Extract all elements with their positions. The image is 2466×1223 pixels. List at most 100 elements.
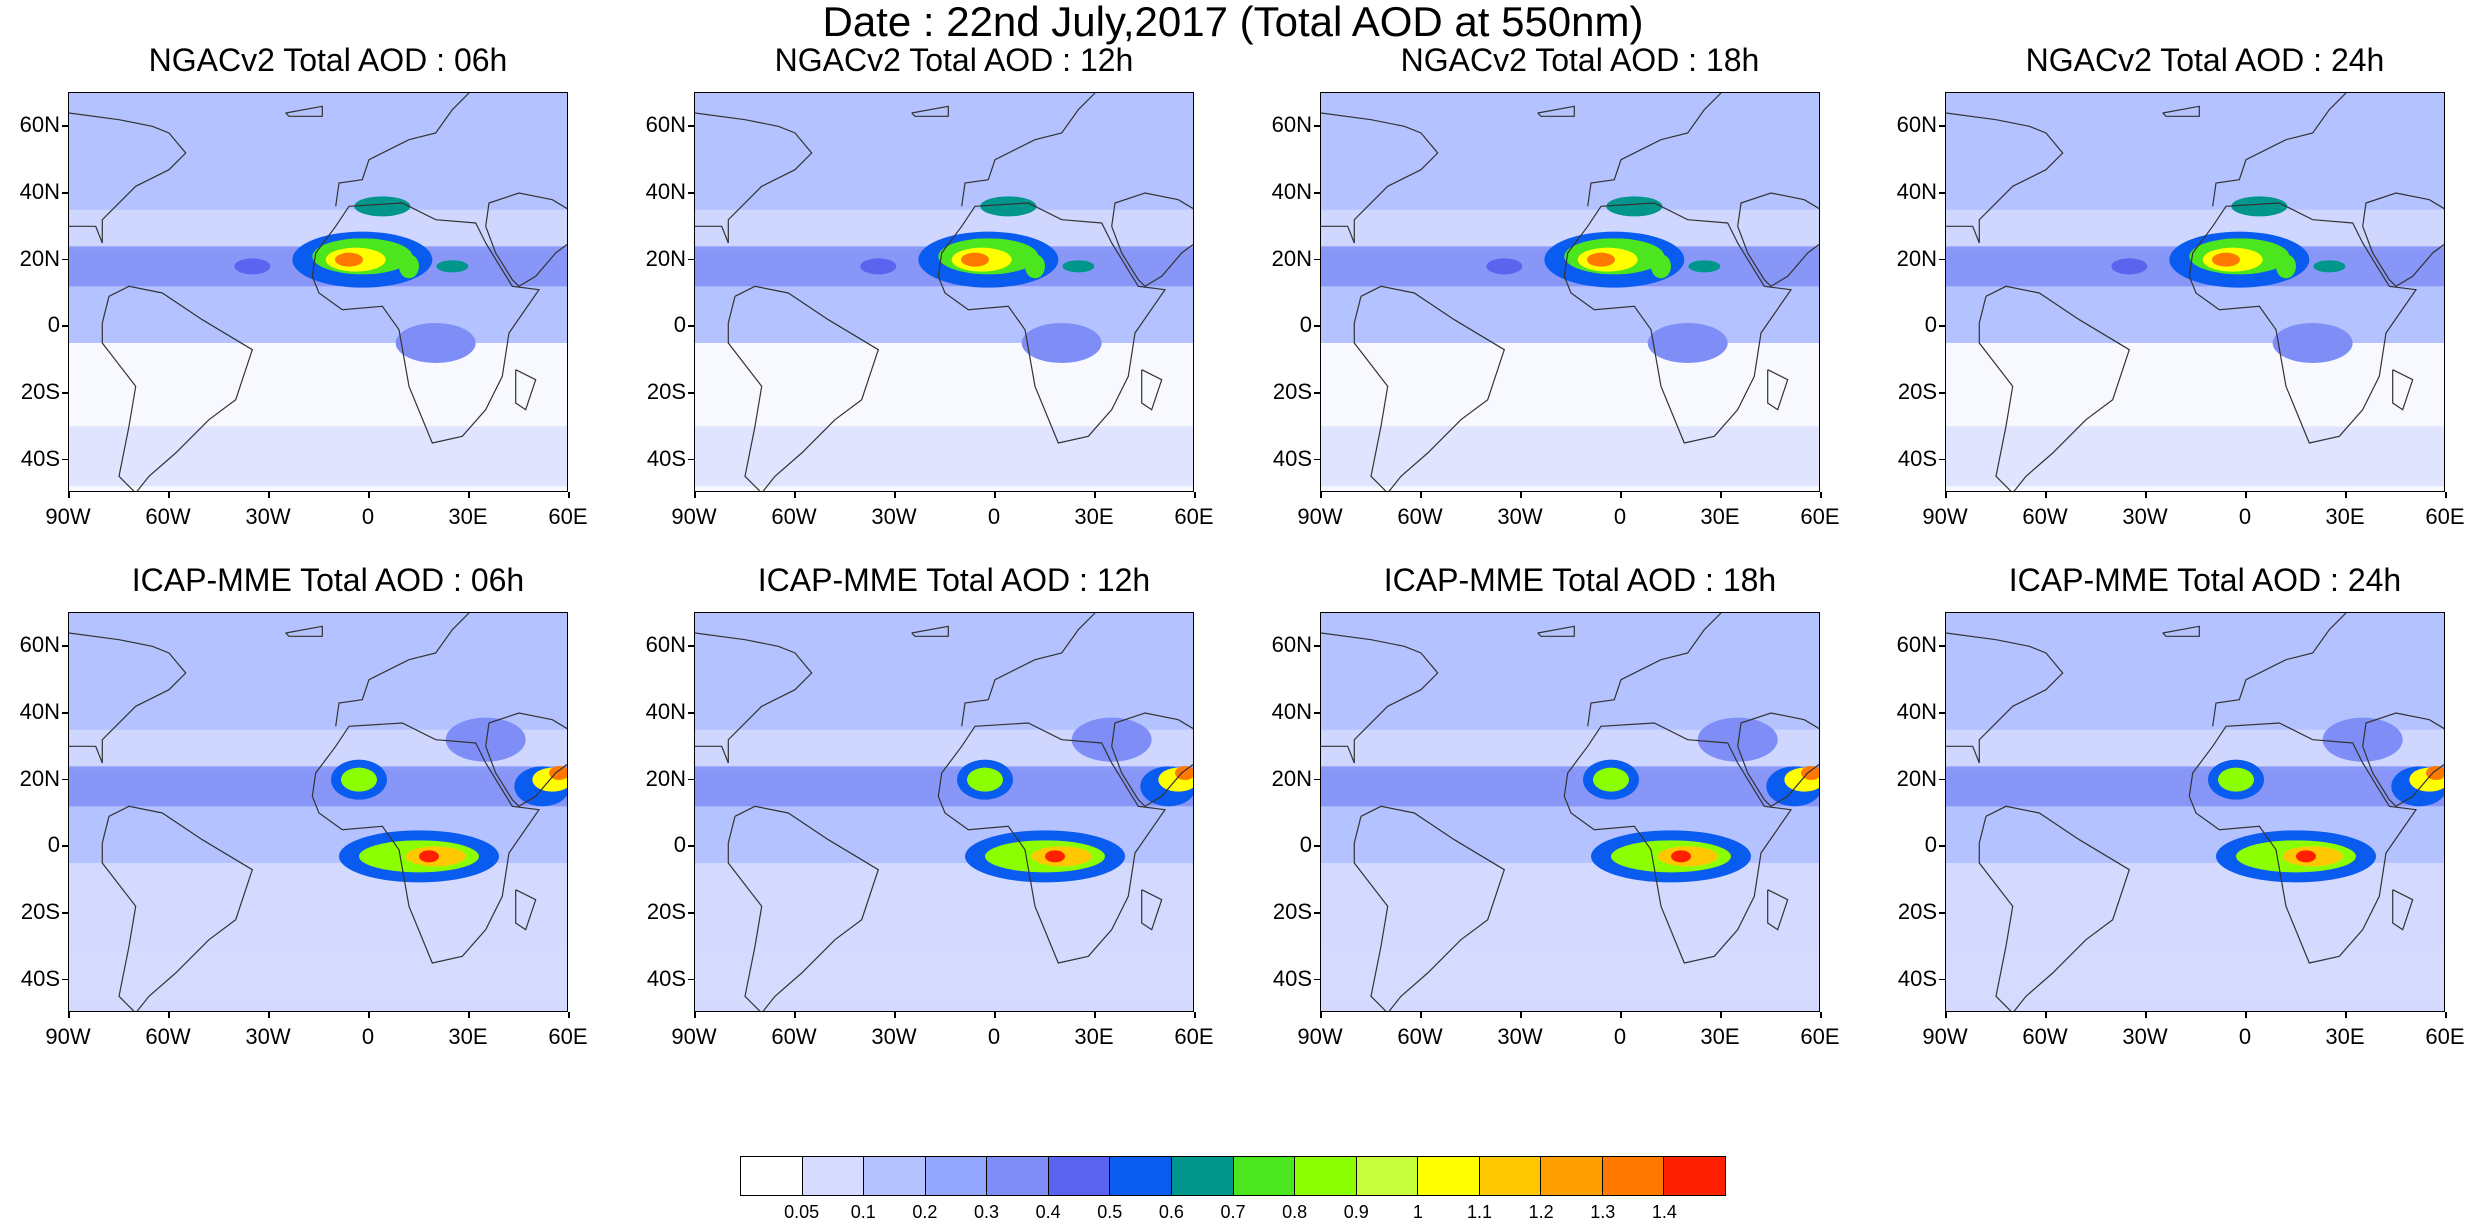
lon-tick <box>1720 1012 1722 1018</box>
lon-label: 30W <box>871 504 917 529</box>
panel-title: ICAP-MME Total AOD : 06h <box>131 562 525 598</box>
lon-tick <box>1194 492 1196 498</box>
lon-tick <box>1720 492 1722 498</box>
lat-label: 60N <box>19 112 60 138</box>
lat-label: 0 <box>1299 832 1312 858</box>
map-panel: ICAP-MME Total AOD : 18h 60N 40N 20N 0 20S 40S… <box>1252 562 1862 1082</box>
lat-tick <box>1314 845 1320 847</box>
lon-label: 90W <box>1922 1024 1968 1049</box>
lat-label: 40N <box>1271 699 1312 724</box>
lon-tick <box>2145 1012 2147 1018</box>
lat-label: 0 <box>673 832 686 858</box>
lat-tick <box>1314 392 1320 394</box>
colorbar-swatch <box>1048 1157 1111 1195</box>
lat-tick <box>688 712 694 714</box>
lon-label: 0 <box>2238 1024 2252 1049</box>
lat-tick <box>688 458 694 461</box>
colorbar-swatch <box>1356 1157 1419 1195</box>
lat-tick <box>62 325 68 327</box>
lon-tick <box>1620 1012 1622 1018</box>
lon-tick <box>1520 1012 1522 1018</box>
lat-label: 60N <box>1271 632 1312 658</box>
lat-label: 40S <box>20 965 60 991</box>
map-panel: ICAP-MME Total AOD : 06h 60N 40N 20N 0 20S 40S… <box>0 562 610 1082</box>
panel-title: NGACv2 Total AOD : 12h <box>774 42 1134 78</box>
lat-label: 20S <box>1897 379 1937 404</box>
lat-label: 20N <box>1896 245 1937 271</box>
lat-tick <box>1939 392 1945 394</box>
lat-tick <box>62 392 68 394</box>
lon-tick <box>1945 1012 1947 1018</box>
lat-label: 20N <box>645 245 686 271</box>
lon-label: 0 <box>2238 504 2252 529</box>
aod-field <box>1946 93 2444 491</box>
lat-label: 20N <box>19 765 60 791</box>
lon-label: 90W <box>671 504 717 529</box>
map-panel: NGACv2 Total AOD : 18h 60N 40N 20N 0 20S 40S 90… <box>1252 42 1862 562</box>
lon-label: 30W <box>245 1024 291 1049</box>
lon-tick <box>568 492 570 498</box>
lat-tick <box>62 645 68 647</box>
lon-tick <box>994 492 996 498</box>
lon-tick <box>468 492 470 498</box>
panel-title: NGACv2 Total AOD : 06h <box>148 42 508 78</box>
colorbar-swatch <box>864 1157 926 1195</box>
lon-tick <box>168 1012 170 1018</box>
lon-tick <box>568 1012 570 1018</box>
lon-label: 0 <box>987 1024 1001 1049</box>
lat-label: 60N <box>645 112 686 138</box>
lat-label: 40S <box>1897 445 1937 471</box>
lat-label: 60N <box>645 632 686 658</box>
colorbar-label: 0.3 <box>973 1202 1000 1222</box>
map-panel: NGACv2 Total AOD : 12h 60N 40N 20N 0 20S 40S 90… <box>626 42 1236 562</box>
lon-label: 60W <box>771 504 817 529</box>
lon-tick <box>694 492 696 498</box>
lon-label: 90W <box>1297 504 1343 529</box>
colorbar-label: 0.4 <box>1035 1202 1061 1222</box>
aod-map <box>694 612 1194 1012</box>
lat-label: 60N <box>1896 632 1937 658</box>
colorbar-swatch <box>1602 1157 1665 1195</box>
lat-label: 40S <box>646 445 686 471</box>
aod-field <box>695 613 1193 1011</box>
lat-label: 0 <box>1299 312 1312 338</box>
map-panel: NGACv2 Total AOD : 24h 60N 40N 20N 0 20S 40S 90… <box>1877 42 2466 562</box>
colorbar-label: 0.1 <box>850 1202 876 1222</box>
lat-tick <box>62 978 68 981</box>
lon-label: 60W <box>1397 504 1443 529</box>
colorbar-label: 1.2 <box>1528 1202 1554 1222</box>
map-panel: ICAP-MME Total AOD : 24h 60N 40N 20N 0 20S 40S… <box>1877 562 2466 1082</box>
lat-label: 0 <box>1924 832 1937 858</box>
lon-label: 90W <box>45 1024 91 1049</box>
lat-label: 40N <box>19 179 60 204</box>
lat-label: 20S <box>1272 379 1312 404</box>
lat-tick <box>688 778 694 781</box>
lon-tick <box>694 1012 696 1018</box>
panel-title: ICAP-MME Total AOD : 24h <box>2008 562 2402 598</box>
lon-tick <box>1945 492 1947 498</box>
lat-tick <box>688 392 694 394</box>
aod-field <box>1946 613 2444 1011</box>
lon-tick <box>168 492 170 498</box>
colorbar-label: 1 <box>1412 1202 1423 1222</box>
lat-label: 20S <box>1272 899 1312 924</box>
lat-tick <box>1939 458 1945 461</box>
colorbar-swatch <box>1295 1157 1357 1195</box>
colorbar-swatch <box>1541 1157 1603 1195</box>
lon-label: 0 <box>1613 1024 1627 1049</box>
lat-label: 20S <box>646 899 686 924</box>
lon-tick <box>2445 1012 2447 1018</box>
lon-label: 30E <box>1074 1024 1114 1049</box>
lat-label: 0 <box>1924 312 1937 338</box>
lon-tick <box>2345 492 2347 498</box>
colorbar-swatch <box>802 1157 865 1195</box>
colorbar-swatch <box>925 1157 988 1195</box>
lon-label: 60E <box>2425 504 2465 529</box>
aod-map <box>68 92 568 492</box>
lat-label: 40S <box>646 965 686 991</box>
lat-label: 40N <box>1896 179 1937 204</box>
lat-tick <box>62 712 68 714</box>
lon-label: 60E <box>2425 1024 2465 1049</box>
aod-field <box>69 613 567 1011</box>
lat-tick <box>62 912 68 914</box>
